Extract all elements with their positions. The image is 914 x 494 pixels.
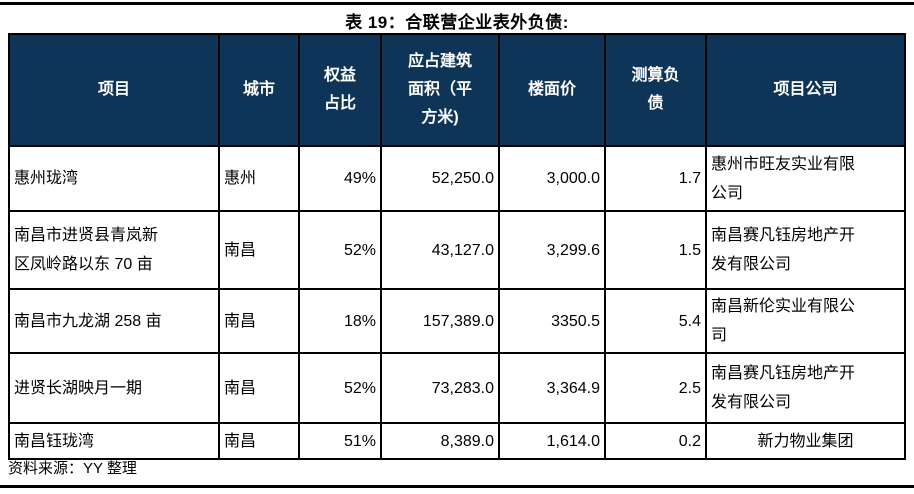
table-row: 进贤长湖映月一期 南昌 52% 73,283.0 3,364.9 2.5 南昌赛… [8, 352, 906, 424]
cell-project: 南昌市进贤县青岚新 区凤岭路以东 70 亩 [8, 210, 220, 290]
header-city: 城市 [218, 33, 300, 147]
cell-equity-ratio: 51% [298, 422, 382, 460]
cell-floor-price: 3,299.6 [498, 210, 606, 290]
cell-project-company: 惠州市旺友实业有限 公司 [705, 145, 906, 212]
off-balance-sheet-debt-table: 项目 城市 权益 占比 应占建筑 面积（平 方米) 楼面价 测算负 债 项目公司… [8, 33, 906, 460]
table-row: 惠州珑湾 惠州 49% 52,250.0 3,000.0 1.7 惠州市旺友实业… [8, 145, 906, 212]
cell-floor-price: 1,614.0 [498, 422, 606, 460]
table-row: 南昌钰珑湾 南昌 51% 8,389.0 1,614.0 0.2 新力物业集团 [8, 422, 906, 460]
cell-project-company: 南昌赛凡钰房地产开 发有限公司 [705, 352, 906, 424]
header-attributable-area: 应占建筑 面积（平 方米) [380, 33, 500, 147]
cell-equity-ratio: 52% [298, 210, 382, 290]
cell-attributable-area: 52,250.0 [380, 145, 500, 212]
cell-estimated-debt: 1.7 [604, 145, 707, 212]
cell-estimated-debt: 1.5 [604, 210, 707, 290]
cell-estimated-debt: 5.4 [604, 288, 707, 354]
cell-project-company: 南昌赛凡钰房地产开 发有限公司 [705, 210, 906, 290]
header-floor-price: 楼面价 [498, 33, 606, 147]
cell-city: 南昌 [218, 288, 300, 354]
cell-project: 进贤长湖映月一期 [8, 352, 220, 424]
cell-equity-ratio: 18% [298, 288, 382, 354]
header-project-company: 项目公司 [705, 33, 906, 147]
header-equity-ratio: 权益 占比 [298, 33, 382, 147]
cell-city: 南昌 [218, 422, 300, 460]
cell-attributable-area: 8,389.0 [380, 422, 500, 460]
cell-project-company: 南昌新伦实业有限公 司 [705, 288, 906, 354]
cell-project: 惠州珑湾 [8, 145, 220, 212]
table-row: 南昌市进贤县青岚新 区凤岭路以东 70 亩 南昌 52% 43,127.0 3,… [8, 210, 906, 290]
cell-project: 南昌钰珑湾 [8, 422, 220, 460]
header-row: 项目 城市 权益 占比 应占建筑 面积（平 方米) 楼面价 测算负 债 项目公司 [8, 33, 906, 147]
cell-attributable-area: 157,389.0 [380, 288, 500, 354]
cell-floor-price: 3350.5 [498, 288, 606, 354]
table-row: 南昌市九龙湖 258 亩 南昌 18% 157,389.0 3350.5 5.4… [8, 288, 906, 354]
cell-attributable-area: 73,283.0 [380, 352, 500, 424]
header-estimated-debt: 测算负 债 [604, 33, 707, 147]
table-title: 表 19：合联营企业表外负债: [345, 13, 569, 32]
table-header: 项目 城市 权益 占比 应占建筑 面积（平 方米) 楼面价 测算负 债 项目公司 [8, 33, 906, 147]
cell-floor-price: 3,000.0 [498, 145, 606, 212]
table-body: 惠州珑湾 惠州 49% 52,250.0 3,000.0 1.7 惠州市旺友实业… [8, 145, 906, 460]
top-divider [0, 2, 914, 5]
bottom-divider [0, 485, 914, 488]
cell-city: 南昌 [218, 210, 300, 290]
cell-estimated-debt: 2.5 [604, 352, 707, 424]
cell-attributable-area: 43,127.0 [380, 210, 500, 290]
cell-project-company: 新力物业集团 [705, 422, 906, 460]
cell-floor-price: 3,364.9 [498, 352, 606, 424]
cell-city: 惠州 [218, 145, 300, 212]
header-project: 项目 [8, 33, 220, 147]
source-note: 资料来源：YY 整理 [8, 460, 137, 477]
cell-project: 南昌市九龙湖 258 亩 [8, 288, 220, 354]
cell-city: 南昌 [218, 352, 300, 424]
cell-equity-ratio: 49% [298, 145, 382, 212]
cell-estimated-debt: 0.2 [604, 422, 707, 460]
cell-equity-ratio: 52% [298, 352, 382, 424]
